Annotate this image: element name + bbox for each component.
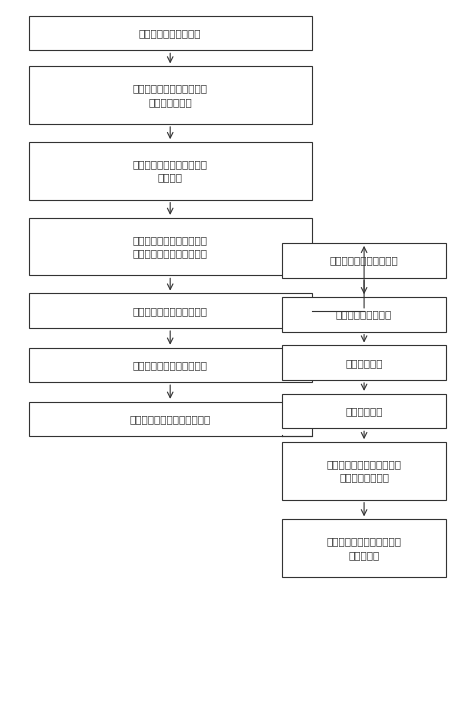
Bar <box>282 345 446 380</box>
Text: 显示当前源代码文件版本标号: 显示当前源代码文件版本标号 <box>129 414 211 424</box>
Text: 显示待修改宏定义项及值: 显示待修改宏定义项及值 <box>330 256 398 265</box>
Text: 指定待修改源代码路径: 指定待修改源代码路径 <box>139 28 202 38</box>
Bar <box>29 348 312 382</box>
Bar <box>29 402 312 437</box>
Text: 抽取当前源代码文件版本号: 抽取当前源代码文件版本号 <box>133 306 207 316</box>
Text: 逐一解析代码文件，抽取特
征宏定义: 逐一解析代码文件，抽取特 征宏定义 <box>133 159 207 182</box>
Bar <box>29 16 312 51</box>
Text: 对抽取宏定义进行值、注释
内容关联并与文件进行关联: 对抽取宏定义进行值、注释 内容关联并与文件进行关联 <box>133 235 207 258</box>
Text: 遍历路径下文件梳理源代码
文件并建立链表: 遍历路径下文件梳理源代码 文件并建立链表 <box>133 83 207 106</box>
Bar <box>282 297 446 332</box>
Bar <box>29 218 312 275</box>
Bar <box>29 142 312 200</box>
Text: 提升源代码版本标记并回写
源代码文件: 提升源代码版本标记并回写 源代码文件 <box>327 536 402 560</box>
Bar <box>282 442 446 500</box>
Bar <box>29 293 312 328</box>
Bar <box>282 519 446 577</box>
Bar <box>29 67 312 124</box>
Text: 根据宏定义与文件关联转换
后回写源代码文件: 根据宏定义与文件关联转换 后回写源代码文件 <box>327 459 402 482</box>
Bar <box>282 243 446 277</box>
Text: 将抽取内容送至主界面显示: 将抽取内容送至主界面显示 <box>133 360 207 370</box>
Text: 点击修改保存: 点击修改保存 <box>345 358 383 368</box>
Bar <box>282 394 446 429</box>
Text: 修改值并做修改标记: 修改值并做修改标记 <box>336 309 392 319</box>
Text: 判断修改标记: 判断修改标记 <box>345 406 383 416</box>
